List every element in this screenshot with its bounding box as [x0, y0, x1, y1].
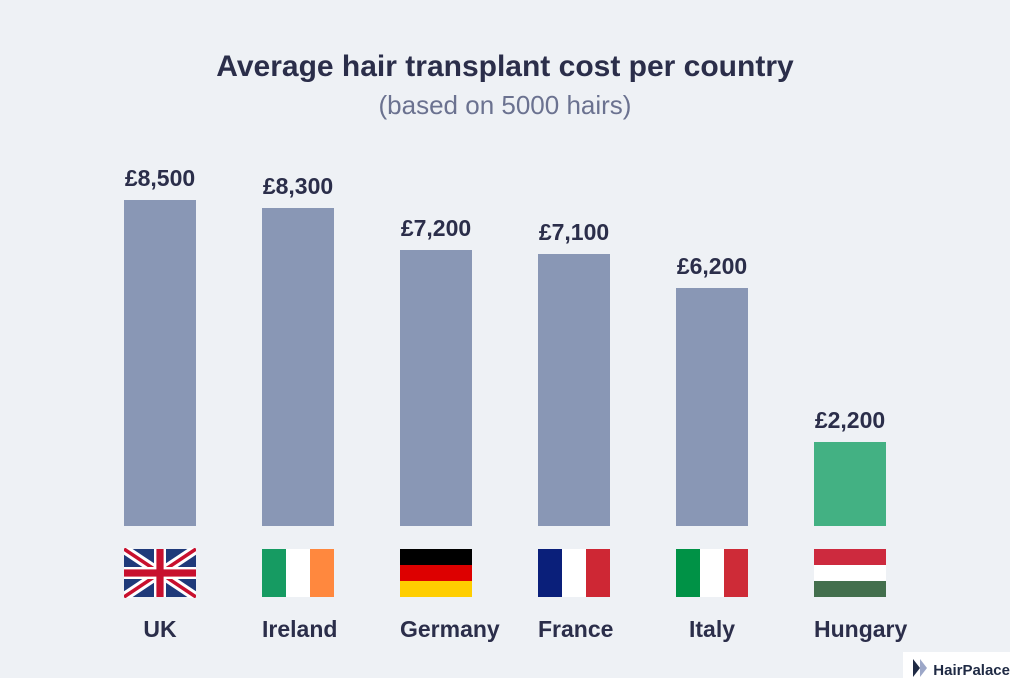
brand-logo: HairPalace: [903, 652, 1018, 688]
flag: [400, 548, 472, 598]
bar-value: £2,200: [815, 407, 885, 434]
country-label: Germany: [400, 616, 472, 643]
flag: [538, 548, 610, 598]
ireland-flag-icon: [262, 548, 334, 598]
country-label: Ireland: [262, 616, 334, 643]
country-label: UK: [124, 616, 196, 643]
uk-flag-icon: [124, 548, 196, 598]
bar-group: £8,300: [262, 173, 334, 526]
bar-germany: [400, 250, 472, 526]
bar-group: £7,200: [400, 215, 472, 526]
bar-value: £7,100: [539, 219, 609, 246]
bar-ireland: [262, 208, 334, 526]
hungary-flag-icon: [814, 548, 886, 598]
bar-group: £2,200: [814, 407, 886, 526]
bar-value: £7,200: [401, 215, 471, 242]
country-label: Hungary: [814, 616, 886, 643]
chart-subtitle: (based on 5000 hairs): [0, 90, 1010, 121]
bar-group: £6,200: [676, 253, 748, 526]
logo-icon: [911, 657, 929, 684]
country-label: Italy: [676, 616, 748, 643]
france-flag-icon: [538, 548, 610, 598]
bar-hungary: [814, 442, 886, 526]
bars-area: £8,500 £8,300 £7,200 £7,100 £6,200 £2,20…: [0, 166, 1010, 526]
germany-flag-icon: [400, 548, 472, 598]
country-label: France: [538, 616, 610, 643]
bar-group: £7,100: [538, 219, 610, 526]
chart-title: Average hair transplant cost per country: [0, 50, 1010, 84]
flag: [124, 548, 196, 598]
bar-uk: [124, 200, 196, 526]
labels-row: UK Ireland Germany France Italy Hungary: [0, 616, 1010, 643]
chart-container: Average hair transplant cost per country…: [0, 0, 1010, 678]
bar-value: £8,300: [263, 173, 333, 200]
bar-value: £6,200: [677, 253, 747, 280]
flags-row: [0, 548, 1010, 598]
flag: [814, 548, 886, 598]
flag: [676, 548, 748, 598]
brand-name: HairPalace: [933, 662, 1010, 679]
flag: [262, 548, 334, 598]
bar-france: [538, 254, 610, 526]
italy-flag-icon: [676, 548, 748, 598]
bar-italy: [676, 288, 748, 526]
bar-value: £8,500: [125, 165, 195, 192]
bar-group: £8,500: [124, 165, 196, 526]
